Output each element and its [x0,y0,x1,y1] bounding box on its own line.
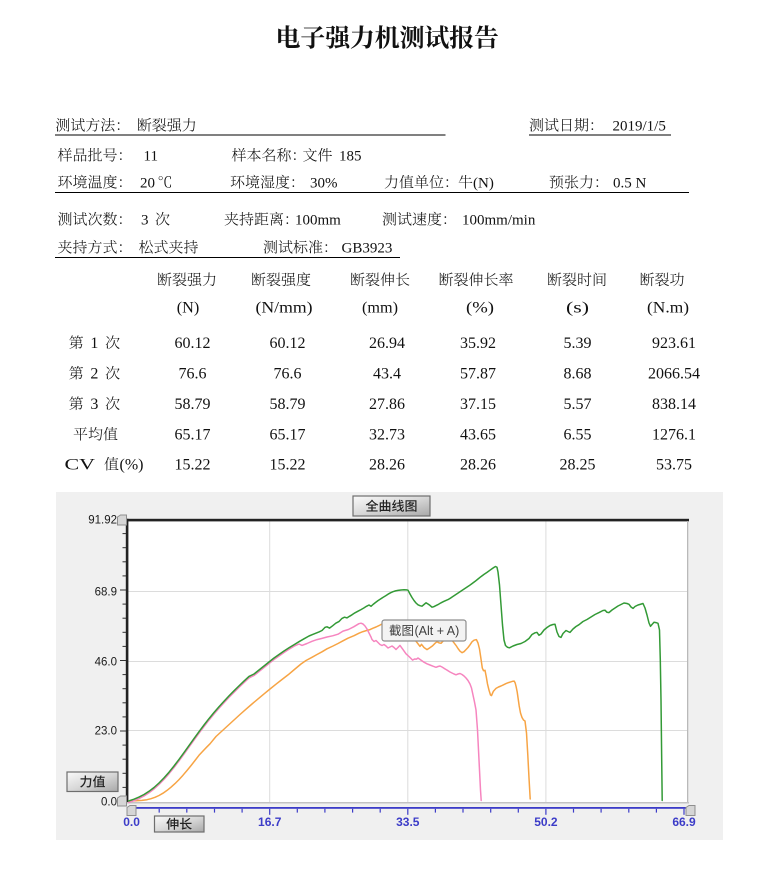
svg-text:60.12: 60.12 [175,335,211,352]
svg-text:91.92: 91.92 [88,515,117,527]
svg-text:8.68: 8.68 [564,366,592,383]
svg-text:2019/1/5: 2019/1/5 [613,119,666,135]
svg-text:43.4: 43.4 [373,366,401,383]
svg-text:5.39: 5.39 [564,335,592,352]
svg-text:60.12: 60.12 [270,335,306,352]
svg-text:2: 2 [90,366,98,383]
svg-text:27.86: 27.86 [369,396,405,413]
svg-text:20: 20 [140,176,155,192]
svg-text:0.0: 0.0 [101,797,117,809]
svg-text:CV: CV [65,457,96,474]
svg-text:35.92: 35.92 [460,335,496,352]
svg-text:1276.1: 1276.1 [652,427,696,444]
svg-text:838.14: 838.14 [652,396,696,413]
svg-text:57.87: 57.87 [460,366,496,383]
svg-text:50.2: 50.2 [534,815,558,829]
svg-text:43.65: 43.65 [460,427,496,444]
svg-text:58.79: 58.79 [270,396,306,413]
svg-text:185: 185 [339,149,362,165]
svg-text:15.22: 15.22 [270,457,306,474]
svg-text:28.25: 28.25 [560,457,596,474]
svg-text:65.17: 65.17 [270,427,306,444]
svg-text:2066.54: 2066.54 [648,366,700,383]
svg-text:3: 3 [141,213,149,229]
svg-text:100mm/min: 100mm/min [462,213,536,229]
svg-text:58.79: 58.79 [175,396,211,413]
svg-text:6.55: 6.55 [564,427,592,444]
svg-text:(N.m): (N.m) [647,300,689,317]
svg-text:100mm: 100mm [295,213,341,229]
svg-text:76.6: 76.6 [274,366,302,383]
svg-text:3: 3 [90,396,98,413]
svg-text:33.5: 33.5 [396,815,420,829]
svg-text:76.6: 76.6 [179,366,207,383]
svg-text:32.73: 32.73 [369,427,405,444]
svg-text:28.26: 28.26 [460,457,496,474]
svg-text:0.0: 0.0 [123,815,140,829]
svg-text:(%): (%) [466,300,494,317]
svg-text:(Alt + A): (Alt + A) [415,624,460,638]
svg-text:5.57: 5.57 [564,396,592,413]
svg-text:23.0: 23.0 [95,726,117,738]
svg-text:66.9: 66.9 [672,815,696,829]
svg-text:(mm): (mm) [362,300,398,317]
svg-text:0.5 N: 0.5 N [613,176,647,192]
svg-text:68.9: 68.9 [95,587,117,599]
svg-text:GB3923: GB3923 [342,241,393,257]
svg-text:30%: 30% [310,176,338,192]
svg-text:11: 11 [144,149,158,165]
svg-text:16.7: 16.7 [258,815,282,829]
svg-text:(N): (N) [473,176,494,192]
svg-text:923.61: 923.61 [652,335,696,352]
svg-text:46.0: 46.0 [95,657,117,669]
svg-text:26.94: 26.94 [369,335,405,352]
svg-text:28.26: 28.26 [369,457,405,474]
svg-text:15.22: 15.22 [175,457,211,474]
svg-text:37.15: 37.15 [460,396,496,413]
svg-text:53.75: 53.75 [656,457,692,474]
svg-text:(%): (%) [120,457,144,474]
svg-text:1: 1 [90,335,98,352]
svg-text:(N): (N) [177,300,200,317]
svg-text:65.17: 65.17 [175,427,211,444]
svg-text:(s): (s) [566,300,589,317]
svg-text:(N/mm): (N/mm) [256,300,313,317]
